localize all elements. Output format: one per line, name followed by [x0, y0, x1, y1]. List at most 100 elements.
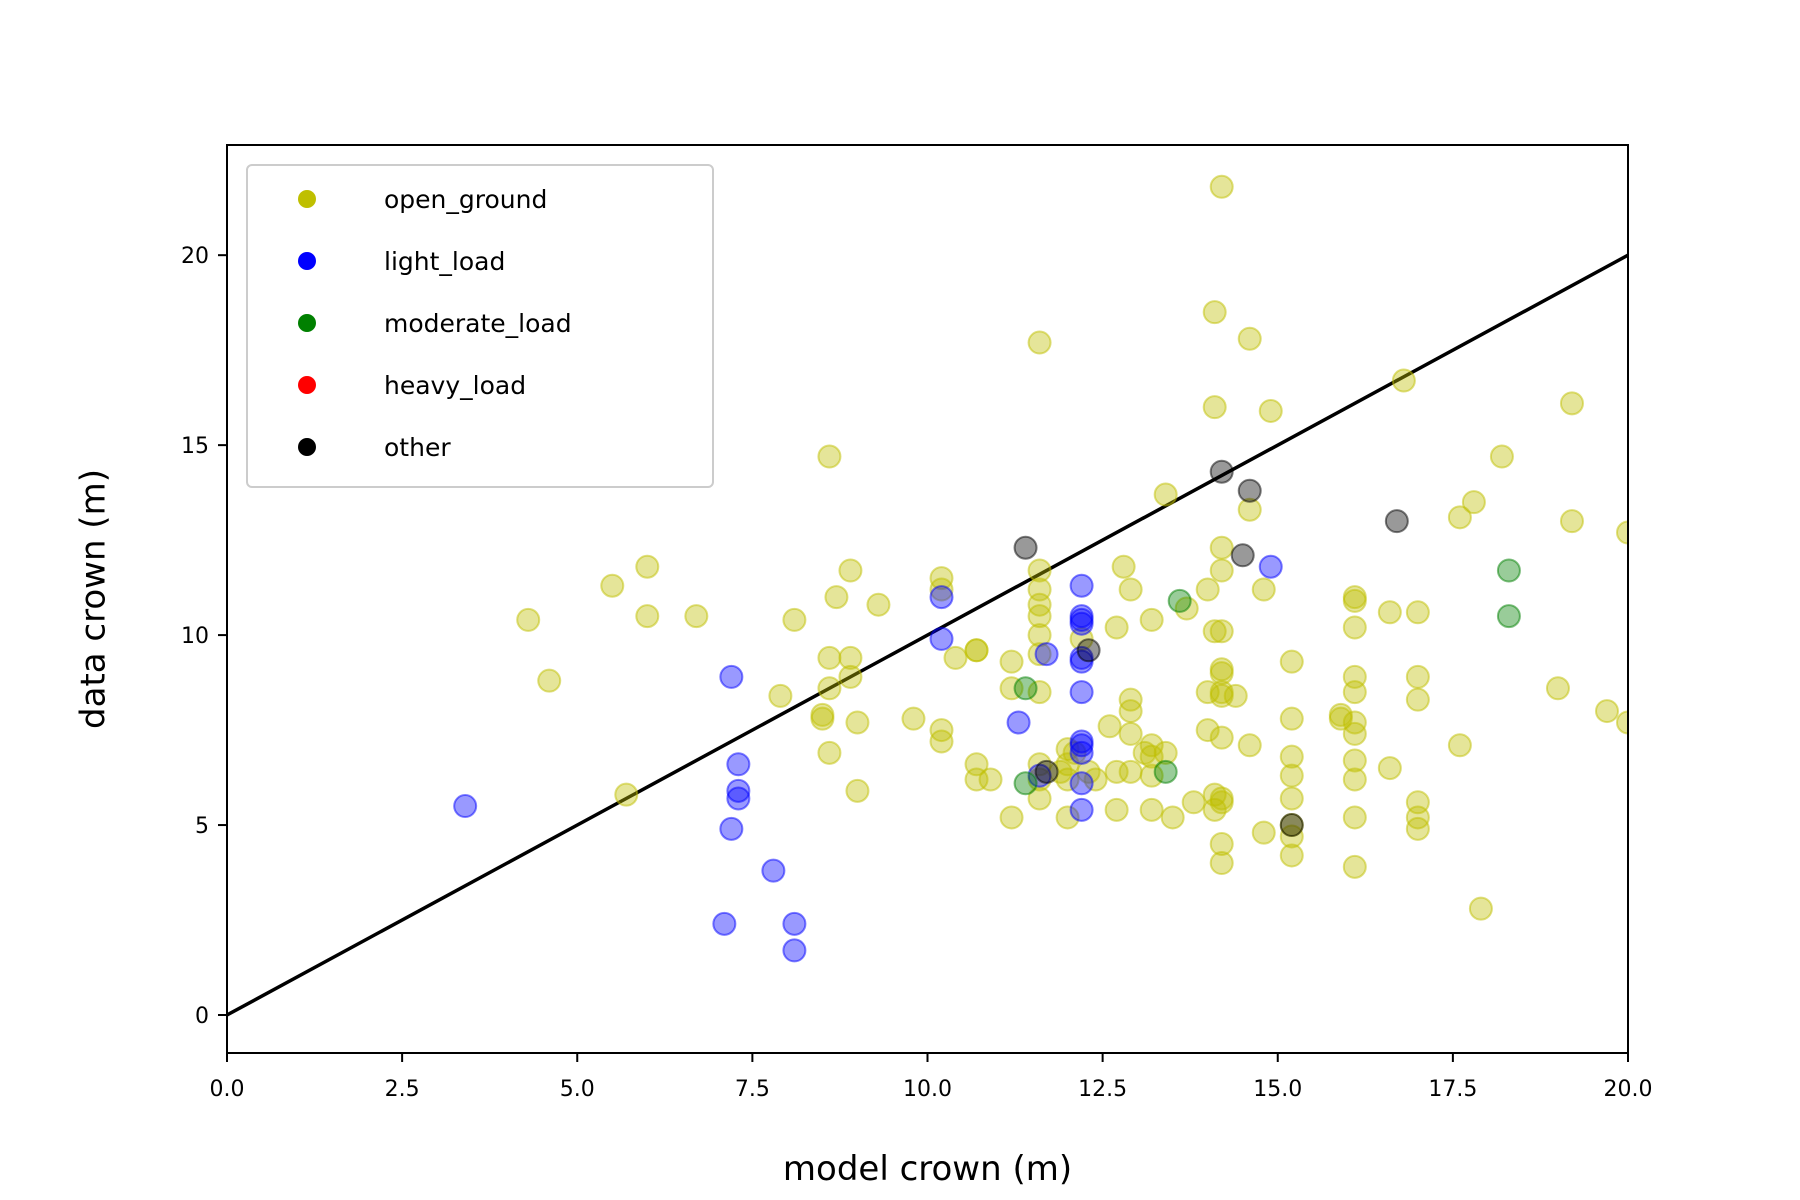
data-point-open_ground: [1342, 805, 1367, 830]
data-point-light_load: [782, 938, 807, 963]
data-point-open_ground: [1545, 676, 1570, 701]
x-axis-ticks: 0.0 2.5 5.0 7.5 10.0 12.5 15.0 17.5 20.0: [210, 1053, 1653, 1102]
data-point-open_ground: [1209, 832, 1234, 857]
legend-marker: [298, 190, 316, 208]
data-point-open_ground: [1202, 619, 1227, 644]
y-tick-label: 20: [181, 244, 209, 269]
legend-item: heavy_load: [298, 371, 526, 400]
data-point-light_load: [712, 911, 737, 936]
series-light_load: [453, 554, 1283, 963]
data-point-light_load: [929, 626, 954, 651]
data-point-open_ground: [1027, 558, 1052, 583]
data-point-open_ground: [943, 645, 968, 670]
x-tick-label: 20.0: [1604, 1077, 1653, 1102]
x-tick-label: 10.0: [903, 1077, 952, 1102]
data-point-open_ground: [1202, 395, 1227, 420]
data-point-other: [1209, 459, 1234, 484]
data-point-open_ground: [1328, 706, 1353, 731]
data-point-open_ground: [1616, 710, 1628, 735]
data-point-open_ground: [817, 676, 842, 701]
data-point-light_load: [1069, 680, 1094, 705]
reference-line-layer: [227, 253, 1628, 1017]
y-tick-label: 5: [195, 814, 209, 839]
data-point-light_load: [453, 794, 478, 819]
points-layer: [453, 174, 1628, 963]
x-tick-label: 5.0: [560, 1077, 595, 1102]
data-point-open_ground: [600, 573, 625, 598]
legend-marker: [298, 314, 316, 332]
data-point-other: [1279, 813, 1304, 838]
data-point-open_ground: [1118, 699, 1143, 724]
y-tick-label: 10: [181, 624, 209, 649]
data-point-light_load: [1069, 611, 1094, 636]
data-point-open_ground: [1097, 714, 1122, 739]
data-point-open_ground: [1195, 718, 1220, 743]
x-tick-label: 2.5: [385, 1077, 420, 1102]
x-tick-label: 15.0: [1253, 1077, 1302, 1102]
data-point-open_ground: [1279, 786, 1304, 811]
data-point-open_ground: [810, 706, 835, 731]
data-point-open_ground: [1209, 535, 1234, 560]
data-point-open_ground: [1181, 790, 1206, 815]
legend-item: light_load: [298, 247, 505, 276]
data-point-open_ground: [838, 645, 863, 670]
data-point-open_ground: [1342, 854, 1367, 879]
data-point-open_ground: [1202, 300, 1227, 325]
data-point-open_ground: [1209, 851, 1234, 876]
data-point-open_ground: [1447, 505, 1472, 530]
data-point-open_ground: [1237, 326, 1262, 351]
y-tick-label: 15: [181, 434, 209, 459]
data-point-open_ground: [1342, 767, 1367, 792]
data-point-moderate_load: [1496, 558, 1521, 583]
data-point-light_load: [1034, 642, 1059, 667]
data-point-open_ground: [838, 558, 863, 583]
data-point-light_load: [719, 816, 744, 841]
data-point-open_ground: [824, 585, 849, 610]
data-point-open_ground: [1118, 577, 1143, 602]
data-point-open_ground: [1209, 790, 1234, 815]
data-point-open_ground: [1195, 577, 1220, 602]
data-point-open_ground: [1616, 520, 1628, 545]
data-point-open_ground: [1055, 805, 1080, 830]
data-point-open_ground: [1342, 680, 1367, 705]
data-point-open_ground: [1405, 600, 1430, 625]
series-moderate_load: [1013, 558, 1521, 796]
data-point-light_load: [1006, 710, 1031, 735]
data-point-open_ground: [978, 767, 1003, 792]
data-point-open_ground: [635, 604, 660, 629]
data-point-open_ground: [845, 778, 870, 803]
y-tick-label: 0: [195, 1004, 209, 1029]
data-point-open_ground: [537, 668, 562, 693]
legend-item: open_ground: [298, 185, 547, 214]
data-point-open_ground: [901, 706, 926, 731]
data-point-open_ground: [1027, 642, 1052, 667]
data-point-open_ground: [1279, 763, 1304, 788]
data-point-moderate_load: [1496, 604, 1521, 629]
legend: open_ground light_load moderate_load heavy_…: [246, 164, 714, 488]
data-point-open_ground: [1209, 174, 1234, 199]
data-point-open_ground: [929, 729, 954, 754]
data-point-open_ground: [1139, 797, 1164, 822]
data-point-open_ground: [1377, 600, 1402, 625]
data-point-open_ground: [1405, 687, 1430, 712]
data-point-open_ground: [1342, 588, 1367, 613]
data-point-open_ground: [1461, 490, 1486, 515]
x-tick-label: 0.0: [210, 1077, 245, 1102]
data-point-open_ground: [1489, 444, 1514, 469]
legend-marker: [298, 252, 316, 270]
data-point-open_ground: [1223, 683, 1248, 708]
legend-label: open_ground: [384, 185, 547, 214]
data-point-open_ground: [1391, 368, 1416, 393]
data-point-light_load: [719, 664, 744, 689]
data-point-open_ground: [1209, 725, 1234, 750]
data-point-open_ground: [1405, 816, 1430, 841]
data-point-open_ground: [999, 805, 1024, 830]
legend-item: moderate_load: [298, 309, 572, 338]
data-point-light_load: [726, 786, 751, 811]
data-point-open_ground: [1279, 706, 1304, 731]
y-axis-ticks: 0 5 10 15 20: [181, 244, 227, 1029]
data-point-open_ground: [768, 683, 793, 708]
data-point-open_ground: [838, 664, 863, 689]
data-point-open_ground: [1251, 577, 1276, 602]
